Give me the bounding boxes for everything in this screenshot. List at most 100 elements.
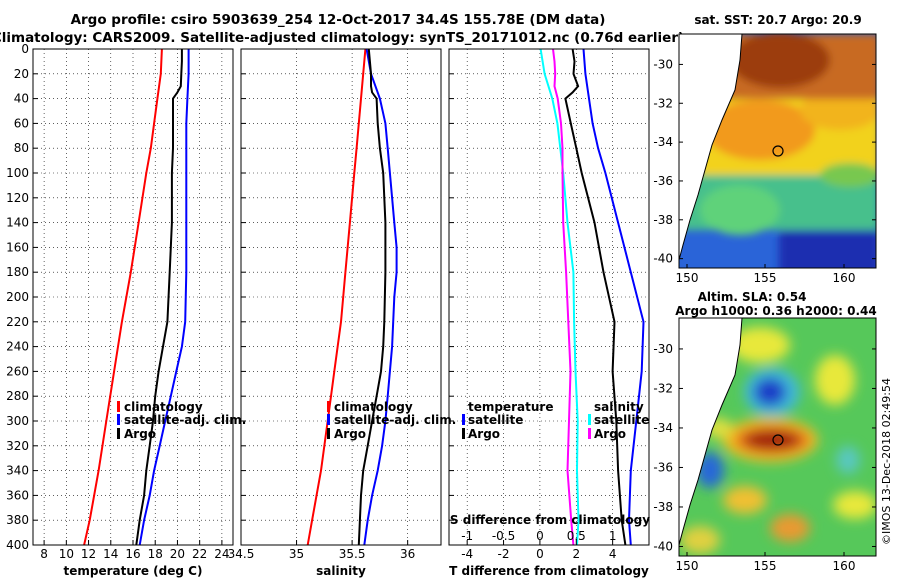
x-axis-label-top: S difference from climatology [450,513,650,527]
sst-map-frame [678,33,877,269]
lon-tick-label: 150 [676,559,699,573]
lat-tick-label: -34 [653,135,673,149]
sla-argo-marker [772,434,784,446]
y-tick-label: 360 [6,488,29,502]
y-tick-label: 100 [6,166,29,180]
x-tick-label: 34.5 [228,547,255,561]
sla-yellow-north [730,327,790,363]
sla-map-frame [678,317,877,557]
y-tick-label: 200 [6,290,29,304]
y-tick-label: 340 [6,464,29,478]
y-tick-label: 0 [21,42,29,56]
legend-title-salinity: salinity [594,400,644,414]
x-axis-label: salinity [316,564,366,578]
legend-swatch-temp-argo [462,428,465,439]
y-tick-label: 160 [6,240,29,254]
sla-yellow-south [723,486,767,514]
lat-tick-label: -36 [653,460,673,474]
x-tick-label: 35 [289,547,304,561]
sst-coastline [679,34,743,261]
legend-swatch-climatology [117,401,120,412]
title-line-1: Argo profile: csiro 5903639_254 12-Oct-2… [71,12,606,28]
lon-tick-label: 160 [833,559,856,573]
legend-label-sal-argo: Argo [594,427,626,441]
sla-warm-eddy [744,430,800,450]
sst-green-patch [700,185,780,235]
series-line-argo [135,49,183,545]
sst-orange-patch [705,100,815,160]
legend-swatch-argo [117,428,120,439]
y-tick-label: 240 [6,340,29,354]
x-tick-label-top: 0.5 [567,529,586,543]
y-tick-label: 140 [6,216,29,230]
y-tick-label: 400 [6,538,29,552]
legend-label-argo: Argo [334,427,366,441]
lat-tick-label: -30 [653,342,673,356]
series-group [306,49,398,545]
sst-argo-marker [772,145,784,157]
sla-map-title-1: Altim. SLA: 0.54 [698,290,807,304]
sla-map-title-2: Argo h1000: 0.36 h2000: 0.44 [675,304,876,318]
sla-orange-south [770,514,810,542]
series-line-climatology [306,49,367,545]
lat-tick-label: -38 [653,213,673,227]
sst-map-title: sat. SST: 20.7 Argo: 20.9 [694,13,861,27]
x-tick-label-top: -0.5 [492,529,515,543]
y-tick-label: 280 [6,389,29,403]
sst-field [679,34,876,268]
legend-swatch-satellite [117,414,120,425]
lon-tick-label: 155 [754,559,777,573]
series-line-salinity-argo [552,49,575,545]
lon-tick-label: 150 [676,271,699,285]
legend-swatch-argo [327,428,330,439]
lat-tick-label: -36 [653,174,673,188]
sla-blue-eddy [754,378,786,406]
y-tick-label: 260 [6,364,29,378]
legend-label-satellite: satellite-adj. clim. [124,413,246,427]
series-line-climatology [83,49,163,545]
sst-green-east [820,163,876,187]
series-line-temperature-satellite [582,49,645,545]
legend-label-sal-satellite: satellite [594,413,649,427]
series-line-satellite-adj-clim- [138,49,190,545]
x-tick-label: 16 [125,547,140,561]
sla-yellow-east [833,491,876,519]
x-axis-label: temperature (deg C) [64,564,203,578]
y-tick-label: 300 [6,414,29,428]
x-tick-label: 20 [170,547,185,561]
lat-tick-label: -38 [653,500,673,514]
sst-map [679,34,876,268]
sla-yellow-sw [680,526,720,554]
temperature-panel: 8 10 12 14 16 18 20 22 24 temperature (deg C) 0 20 4… [6,42,234,578]
sst-orange-east [800,90,876,130]
x-tick-label: 2 [572,547,580,561]
sla-cyan-east [836,446,860,474]
x-tick-label: 22 [192,547,207,561]
x-tick-label: 0 [536,547,544,561]
x-tick-label: 24 [214,547,229,561]
y-tick-label: 40 [14,92,29,106]
legend-swatch-climatology [327,401,330,412]
x-tick-label: -4 [461,547,473,561]
legend-swatch-satellite [327,414,330,425]
title-line-2: Climatology: CARS2009. Satellite-adjuste… [0,30,684,46]
legend-label-temp-argo: Argo [468,427,500,441]
lat-tick-label: -30 [653,57,673,71]
y-tick-label: 120 [6,191,29,205]
y-tick-label: 380 [6,513,29,527]
y-tick-label: 220 [6,315,29,329]
x-tick-label: 35.5 [339,547,366,561]
x-tick-label: 36 [400,547,415,561]
lat-tick-label: -34 [653,421,673,435]
legend-label-climatology: climatology [124,400,203,414]
y-tick-label: 60 [14,116,29,130]
salinity-legend: climatology satellite-adj. clim. Argo [327,400,456,441]
series-group [83,49,190,545]
legend-swatch-sal-satellite [588,414,591,425]
sla-coastline [679,318,743,546]
y-tick-label: 320 [6,439,29,453]
y-tick-label: 180 [6,265,29,279]
